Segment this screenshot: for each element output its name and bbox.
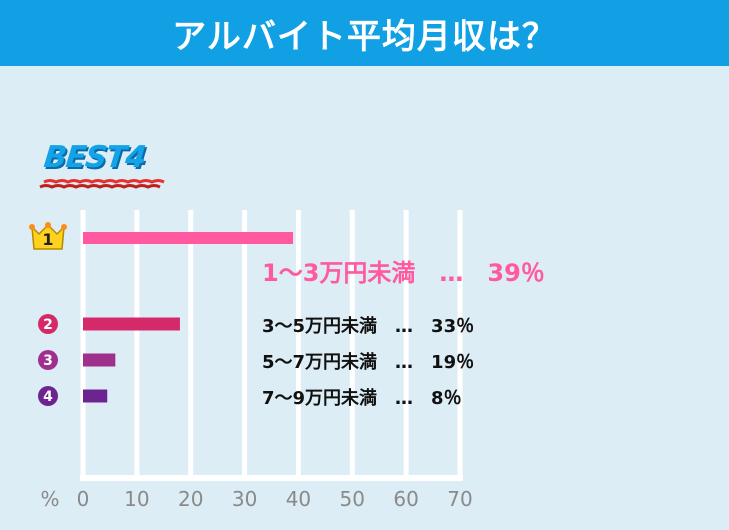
crown-jewel: [29, 224, 35, 230]
rank-2-badge: [38, 314, 58, 334]
best-underline-stroke: [39, 184, 161, 189]
x-tick-label: 20: [178, 487, 203, 511]
data-labels: 1〜3万円未満 … 39％ 3〜5万円未満 … 33％ 5〜7万円未満 … 19％ 7…: [262, 259, 545, 409]
x-tick-label: 0: [77, 487, 90, 511]
rank-number: 3: [43, 353, 53, 369]
x-axis-unit-label: %: [40, 487, 59, 511]
data-label-3: 5〜7万円未満 … 19％: [262, 351, 474, 373]
data-label-1: 1〜3万円未満 … 39％: [262, 259, 545, 287]
data-label-4: 7〜9万円未満 … 8％: [262, 387, 462, 409]
x-tick-label: 30: [232, 487, 257, 511]
rank-3-badge: [38, 350, 58, 370]
bar-3: [83, 353, 116, 367]
x-axis-ticks: 0 10 20 30 40 50 60 70: [77, 487, 473, 511]
best-underline-stroke: [43, 179, 165, 184]
rank-badges: 1 2 3 4: [29, 222, 67, 406]
rank-number: 4: [43, 389, 53, 405]
x-tick-label: 40: [286, 487, 311, 511]
best-underline: [39, 179, 165, 189]
bar-4: [83, 389, 108, 403]
rank-number: 1: [42, 230, 53, 249]
chart-bars: [83, 232, 294, 403]
x-tick-label: 70: [447, 487, 472, 511]
page-title: アルバイト平均月収は？: [0, 0, 729, 66]
x-tick-label: 10: [124, 487, 149, 511]
chart-grid: [80, 210, 463, 481]
bar-1: [83, 232, 294, 244]
crown-jewel: [45, 222, 51, 228]
x-tick-label: 60: [393, 487, 418, 511]
data-label-2: 3〜5万円未満 … 33％: [262, 315, 474, 337]
chart-panel: [0, 66, 729, 530]
x-tick-label: 50: [340, 487, 365, 511]
rank-4-badge: [38, 386, 58, 406]
crown-shape: [31, 223, 65, 250]
crown-jewel: [61, 224, 67, 230]
crown-rank-1-icon: 1: [29, 222, 67, 250]
bar-2: [83, 317, 180, 331]
rank-number: 2: [43, 317, 53, 333]
